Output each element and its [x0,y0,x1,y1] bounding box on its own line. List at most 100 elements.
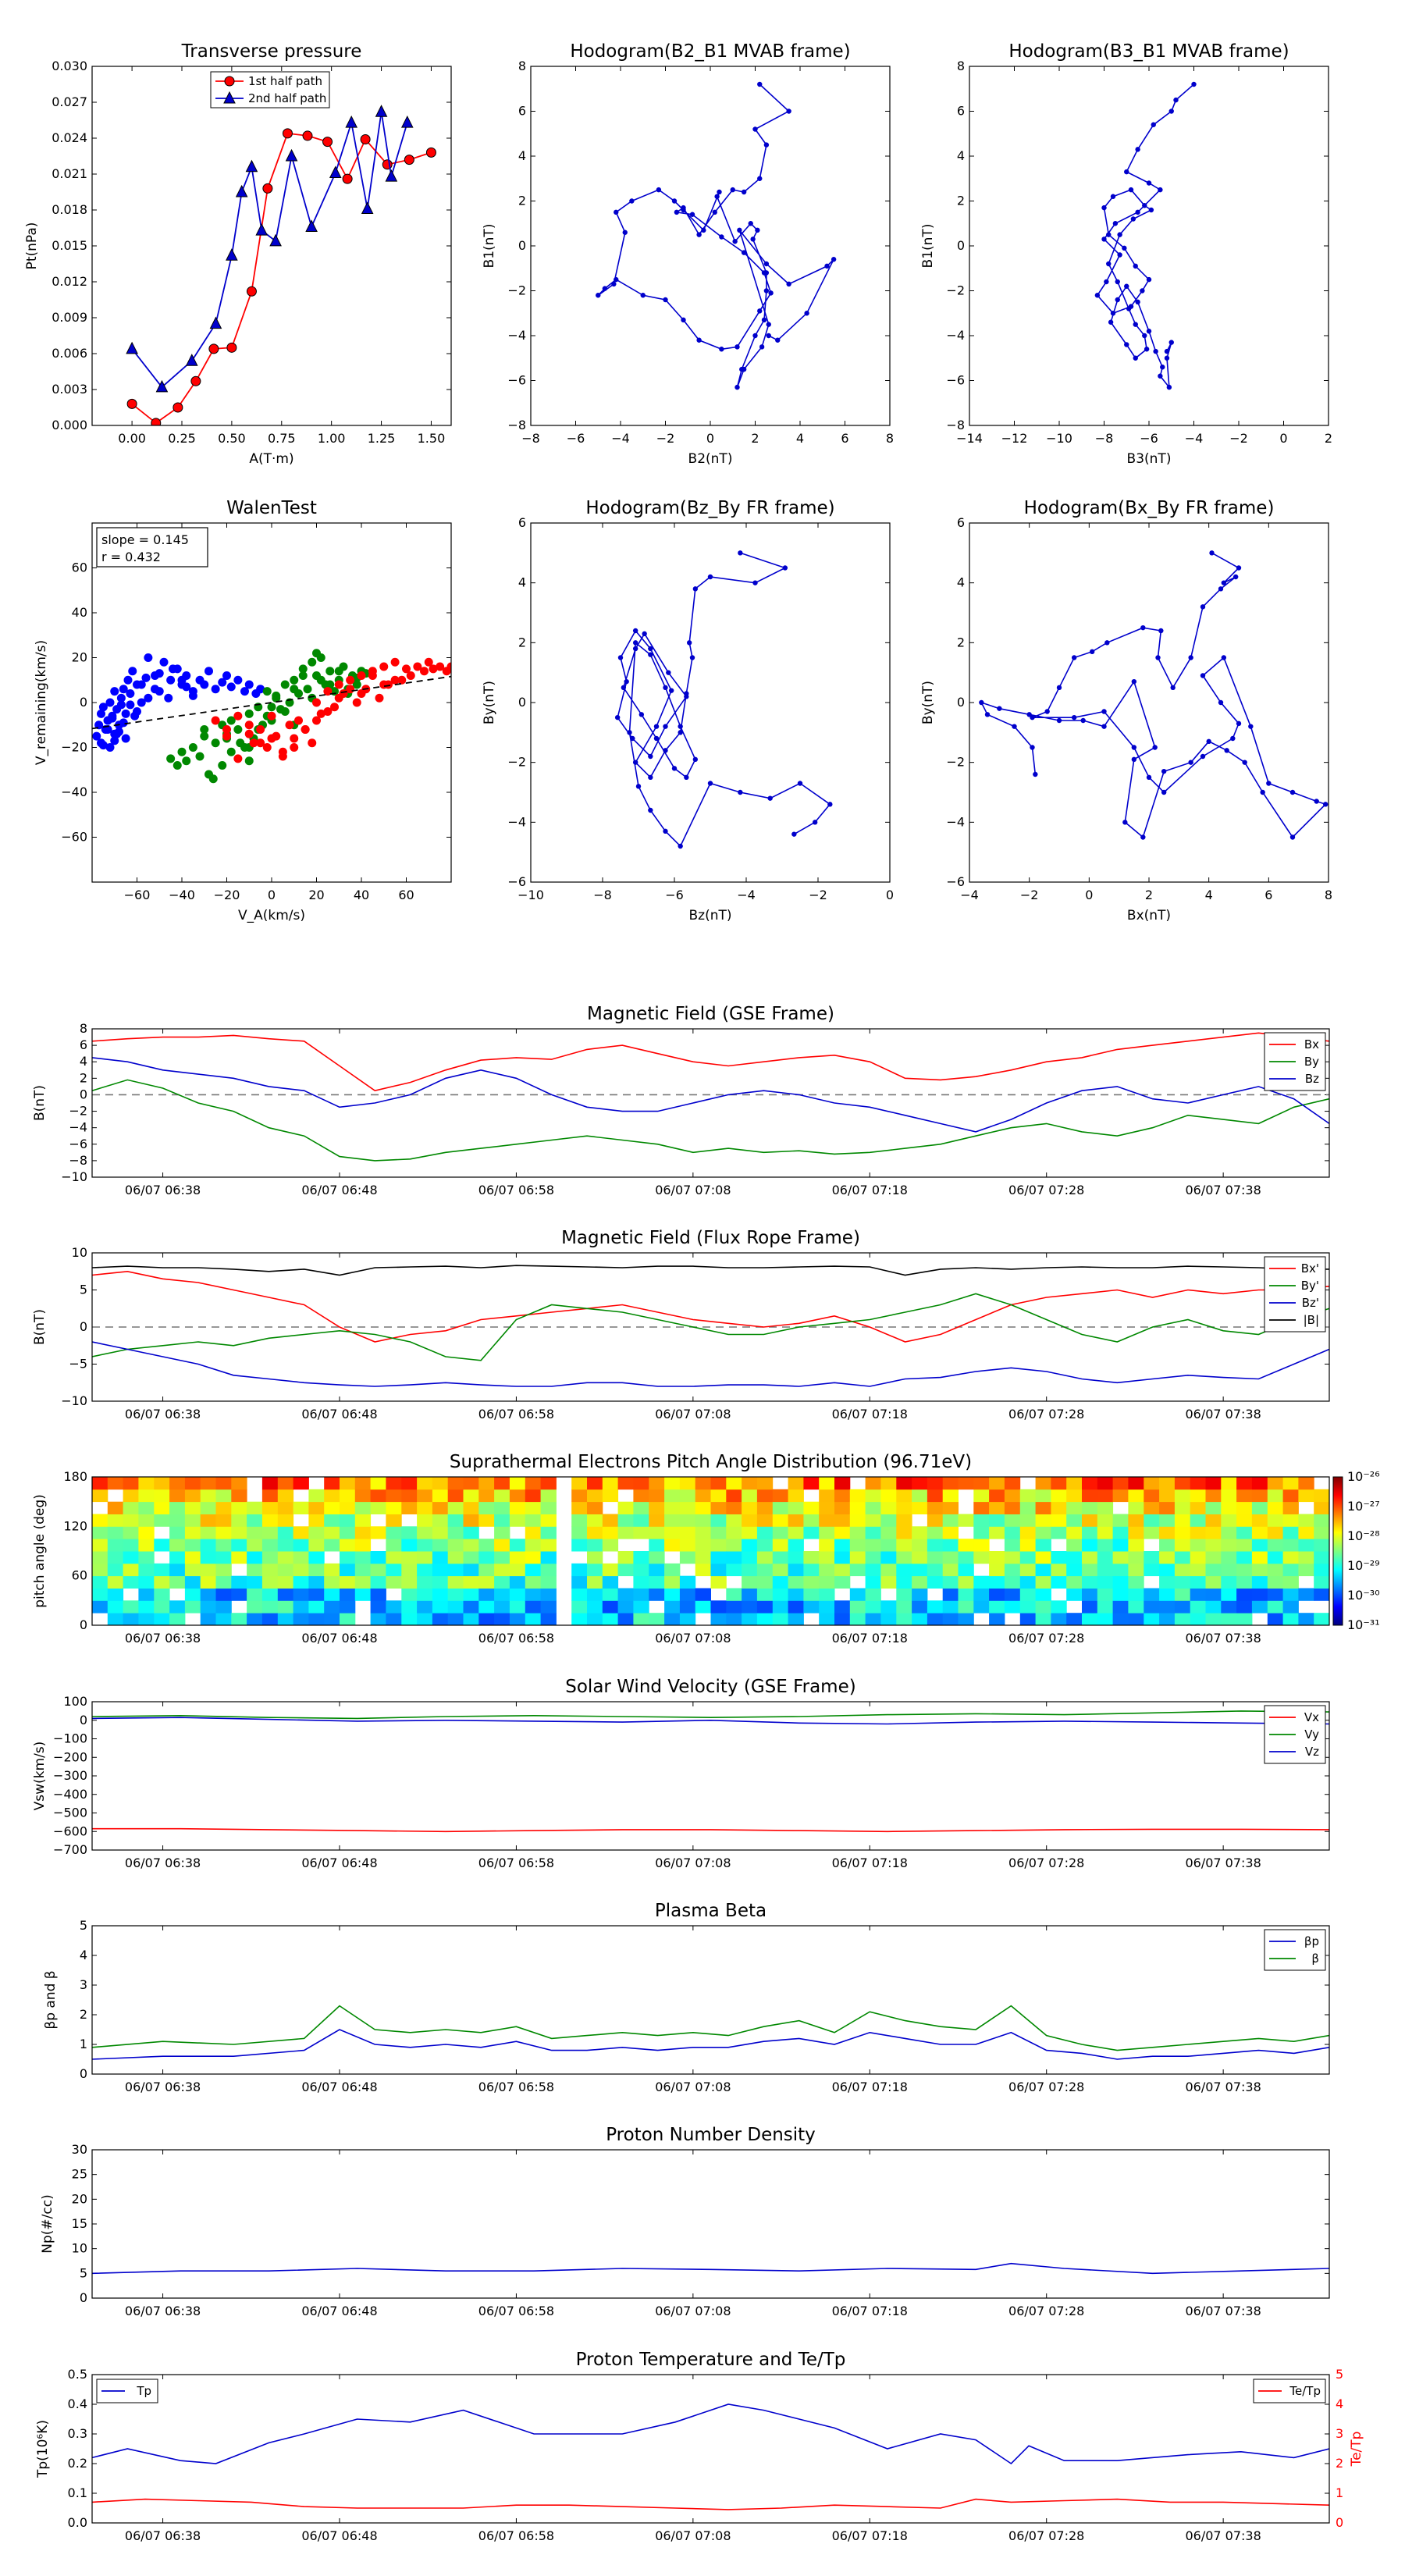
pad-heatmap-cell [772,1575,789,1589]
walen-slope-text: slope = 0.145 [101,532,189,547]
pad-heatmap-cell [1205,1501,1222,1514]
h1-hodogram-point [671,198,678,204]
pad-heatmap-cell [447,1514,464,1527]
mfgse-xtick-label: 06/07 07:38 [1185,1183,1261,1197]
pt-series-marker-0 [282,128,293,139]
beta-title: Plasma Beta [655,1901,767,1921]
walen-scatter-point [177,675,187,685]
pad-heatmap-cell [1128,1501,1144,1514]
walen-scatter-point [108,713,117,723]
h3-hodogram-point [653,735,660,742]
pad-heatmap-cell [231,1588,247,1601]
pad-heatmap-cell [1236,1477,1253,1490]
walen-scatter-point [323,687,333,696]
walen-scatter-point [222,671,231,680]
pad-heatmap-cell [664,1600,681,1614]
pad-heatmap-cell [401,1526,418,1539]
pad-heatmap-cell [92,1477,108,1490]
pad-heatmap-cell [1112,1575,1129,1589]
pad-heatmap-cell [649,1613,665,1625]
pad-heatmap-cell [247,1563,263,1577]
pad-heatmap-cell [1267,1514,1284,1527]
pad-heatmap-cell [509,1613,526,1625]
pad-heatmap-cell [617,1600,634,1614]
h2-plot-area [969,66,1329,425]
pad-heatmap-cell [849,1588,866,1601]
pad-heatmap-cell [478,1613,495,1625]
pad-heatmap-cell [695,1588,711,1601]
pad-heatmap-cell [293,1613,309,1625]
pad-heatmap-cell [679,1613,696,1625]
walen-scatter-point [233,675,243,685]
pad-heatmap-cell [1159,1526,1176,1539]
h1-hodogram-point [757,176,763,181]
pad-heatmap-cell [215,1477,232,1490]
pad-heatmap-cell [726,1600,742,1614]
mffr-title: Magnetic Field (Flux Rope Frame) [561,1228,860,1248]
pad-heatmap-cell [1112,1563,1129,1577]
mffr-xtick-label: 06/07 07:18 [832,1407,908,1421]
pad-heatmap-cell [107,1514,124,1527]
h1-hodogram-point [755,227,760,233]
pad-heatmap-cell [277,1600,294,1614]
pad-heatmap-cell [633,1551,649,1564]
pad-heatmap-cell [880,1526,897,1539]
pad-heatmap-cell [215,1539,232,1552]
pad-heatmap-cell [927,1613,944,1625]
pad-heatmap-cell [154,1613,170,1625]
pad-heatmap-cell [1112,1600,1129,1614]
pad-heatmap-cell [819,1526,835,1539]
vsw-panel: Solar Wind Velocity (GSE Frame)−700−600−… [32,1677,1330,1870]
pad-heatmap-cell [942,1613,959,1625]
pad-heatmap-cell [432,1514,449,1527]
pad-heatmap-cell [123,1489,139,1503]
pad-heatmap-cell [927,1526,944,1539]
pad-heatmap-cell [200,1514,216,1527]
pad-heatmap-cell [123,1551,139,1564]
pad-heatmap-cell [463,1514,479,1527]
vsw-xtick-label: 06/07 07:38 [1185,1856,1261,1870]
pad-heatmap-cell [1282,1551,1299,1564]
pad-heatmap-cell [679,1526,696,1539]
pad-heatmap-cell [463,1613,479,1625]
mffr-legend-box [1264,1256,1326,1332]
pad-heatmap-cell [386,1551,402,1564]
pad-heatmap-cell [324,1600,340,1614]
h4-hodogram-point [1033,771,1038,777]
walen-scatter-point [325,680,335,689]
walen-scatter-point [159,657,169,667]
pad-heatmap-cell [571,1514,588,1527]
pad-heatmap-cell [726,1501,742,1514]
pad-heatmap-cell [1097,1501,1114,1514]
pad-heatmap-cell [154,1600,170,1614]
walen-scatter-point [188,691,197,700]
pad-heatmap-cell [293,1551,309,1564]
tp-xtick-label: 06/07 07:38 [1185,2528,1261,2543]
walen-scatter-point [98,741,108,750]
h4-xtick-label: 6 [1264,888,1272,902]
walen-scatter-point [267,703,276,712]
pad-heatmap-cell [215,1563,232,1577]
walen-scatter-point [312,649,321,658]
walen-scatter-point [290,685,299,694]
pad-heatmap-cell [231,1489,247,1503]
h1-hodogram-point [766,322,771,327]
walen-stats-frame [96,527,208,568]
pad-heatmap-cell [1267,1526,1284,1539]
pad-heatmap-cell [834,1489,851,1503]
pad-heatmap-cell [695,1526,711,1539]
pad-heatmap-cell [865,1588,881,1601]
h4-xtick-label: 4 [1205,888,1213,902]
pad-heatmap-cell [293,1575,309,1589]
pt-xtick-label: 0.50 [218,431,246,446]
pad-heatmap-cell [989,1489,1005,1503]
h4-hodogram-point [1056,685,1062,691]
h3-xtick-label: −10 [518,888,544,902]
mffr-legend-label: Bz' [1302,1296,1319,1310]
pad-heatmap-cell [247,1501,263,1514]
pad-heatmap-cell [324,1489,340,1503]
walen-scatter-point [334,680,343,689]
walen-scatter-point [182,682,191,692]
pad-heatmap-cell [354,1489,372,1503]
h3-xtick-label: −2 [809,888,827,902]
